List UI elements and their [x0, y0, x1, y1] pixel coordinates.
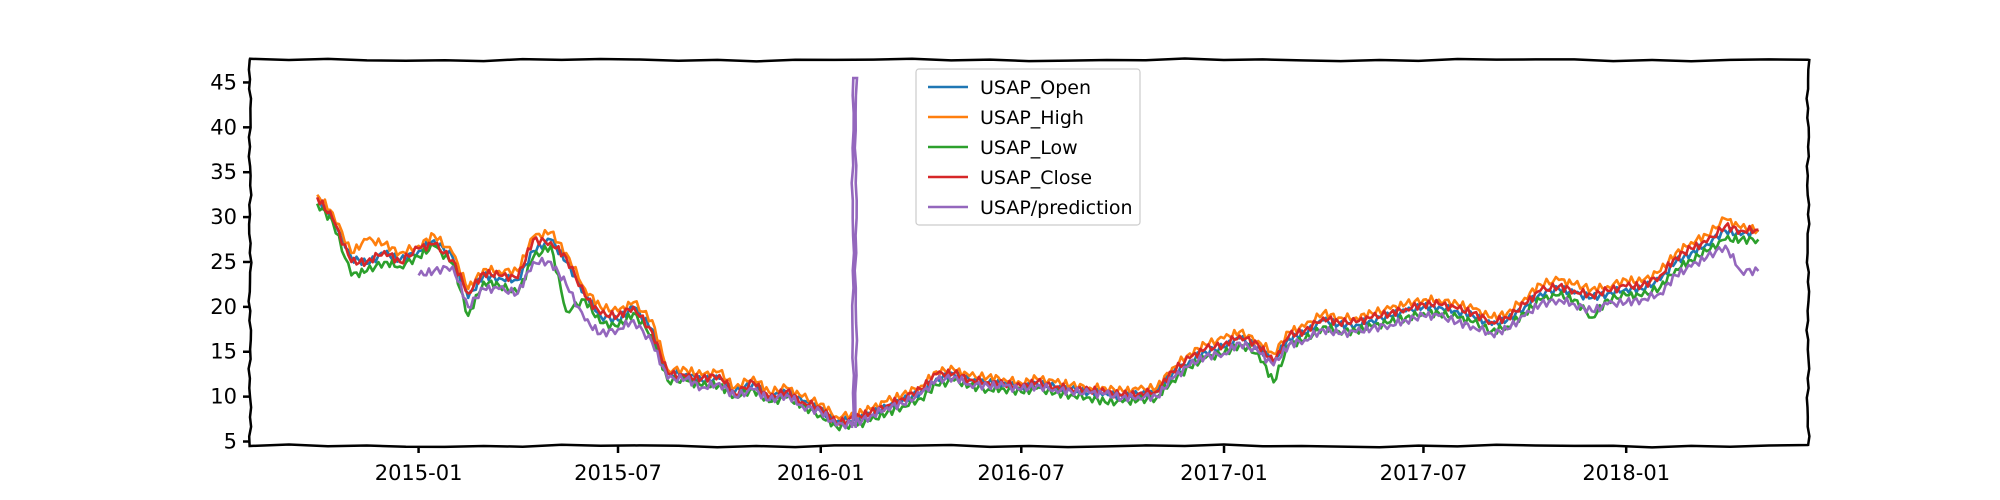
x-tick-label: 2016-01 [777, 461, 865, 485]
series-line-usap-high [316, 193, 1760, 421]
x-tick-label: 2017-01 [1180, 461, 1268, 485]
y-tick-label: 20 [210, 295, 237, 319]
y-tick-label: 35 [210, 160, 237, 184]
x-tick-label: 2015-01 [375, 461, 463, 485]
x-tick-label: 2015-07 [574, 461, 662, 485]
axes-group: 5 10 15 20 25 30 35 40 45 2015-01 2015-07 2016-01 20… [210, 70, 1670, 485]
y-tick-label: 45 [210, 70, 237, 94]
legend-entry-label: USAP/prediction [980, 197, 1133, 219]
y-tick-label: 10 [210, 385, 237, 409]
legend-box [915, 68, 1141, 226]
plot-frame [247, 57, 1811, 449]
legend-entry-label: USAP_Close [980, 167, 1092, 189]
y-tick-label: 25 [210, 250, 237, 274]
series-line-usap-open [317, 197, 1759, 426]
x-tick-label: 2017-07 [1380, 461, 1468, 485]
y-tick-label: 30 [210, 205, 237, 229]
x-tick-label: 2016-07 [977, 461, 1065, 485]
series-line-usap-close [315, 196, 1759, 426]
series-line-usap-prediction [417, 244, 1760, 430]
legend-entry-label: USAP_High [980, 107, 1084, 129]
x-tick-label: 2018-01 [1582, 461, 1670, 485]
legend-entry-label: USAP_Low [980, 137, 1078, 159]
legend: USAP_Open USAP_High USAP_Low USAP_Close USAP… [915, 68, 1141, 226]
y-tick-label: 15 [210, 340, 237, 364]
y-tick-label: 40 [210, 115, 237, 139]
y-tick-label: 5 [224, 430, 237, 454]
legend-entry-label: USAP_Open [980, 77, 1091, 99]
prediction-spike [850, 76, 859, 429]
series-group [315, 76, 1760, 432]
